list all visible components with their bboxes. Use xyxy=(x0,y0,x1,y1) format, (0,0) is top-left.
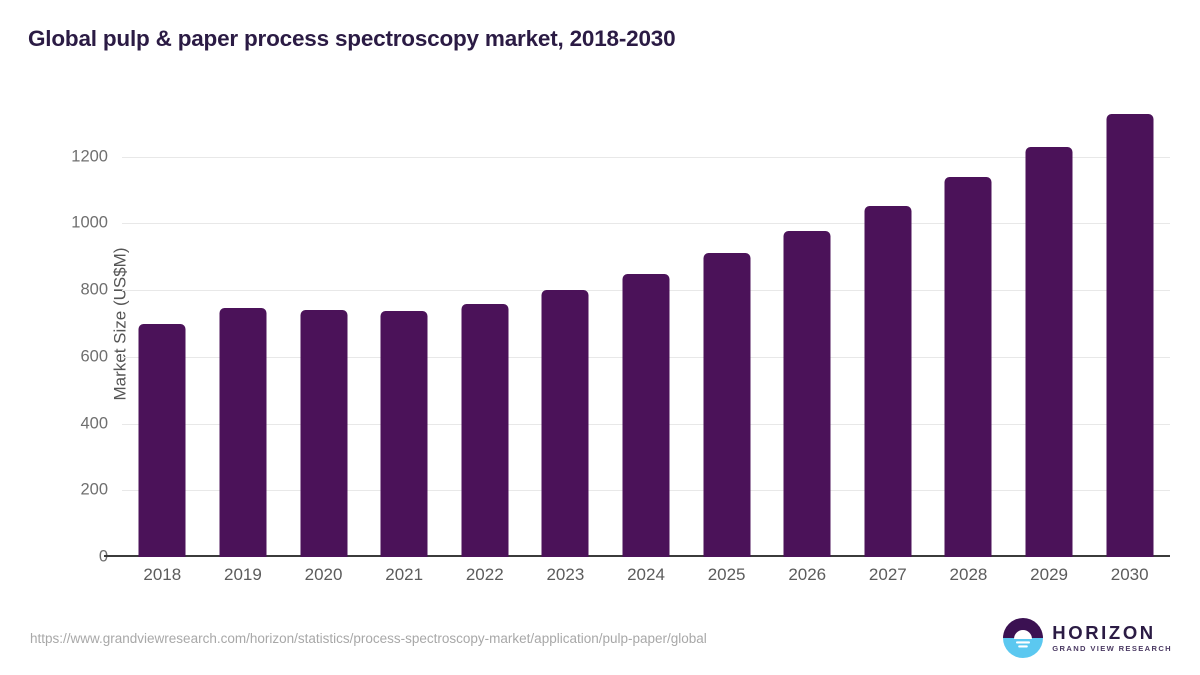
horizon-logo: HORIZON GRAND VIEW RESEARCH xyxy=(1003,618,1172,658)
x-axis-tick-label: 2030 xyxy=(1110,565,1149,584)
bar-2029[interactable] xyxy=(1025,147,1073,557)
bar-2030[interactable] xyxy=(1106,114,1154,557)
bar-2027[interactable] xyxy=(864,205,912,557)
bar-series: 2018 2019 2020 2021 2022 2023 2024 2025 2026 2027… xyxy=(122,90,1170,584)
bar-group: 2027 xyxy=(848,90,929,584)
bar-group: 2025 xyxy=(686,90,767,584)
bar-2018[interactable] xyxy=(138,323,186,557)
bar-2021[interactable] xyxy=(380,310,428,557)
x-axis-tick-label: 2026 xyxy=(788,565,827,584)
bar-group: 2028 xyxy=(928,90,1009,584)
bar-2023[interactable] xyxy=(541,289,589,557)
x-axis-tick-label: 2020 xyxy=(304,565,343,584)
y-axis-tick-label: 1200 xyxy=(71,147,108,166)
x-axis-tick-label: 2019 xyxy=(224,565,262,584)
page-title: Global pulp & paper process spectroscopy… xyxy=(28,26,676,51)
bar-group: 2019 xyxy=(203,90,284,584)
source-url[interactable]: https://www.grandviewresearch.com/horizo… xyxy=(30,631,707,646)
bar-group: 2023 xyxy=(525,90,606,584)
y-axis-tick-label: 600 xyxy=(80,347,108,366)
bar-2020[interactable] xyxy=(300,309,348,557)
x-axis-tick-label: 2024 xyxy=(627,565,665,584)
logo-tagline: GRAND VIEW RESEARCH xyxy=(1052,644,1172,654)
y-axis-tick-label: 200 xyxy=(80,480,108,499)
bar-group: 2022 xyxy=(444,90,525,584)
plot-area: Market Size (US$M) 020040060080010001200… xyxy=(71,90,1170,584)
x-axis-tick-label: 2027 xyxy=(868,565,907,584)
x-axis-tick-label: 2023 xyxy=(546,565,585,584)
gridline xyxy=(122,223,1170,225)
bar-2028[interactable] xyxy=(944,177,992,557)
bar-group: 2020 xyxy=(283,90,364,584)
x-axis-tick-label: 2029 xyxy=(1030,565,1068,584)
bar-group: 2024 xyxy=(606,90,687,584)
bar-group: 2018 xyxy=(122,90,203,584)
y-axis-tick-label: 1000 xyxy=(71,213,108,232)
bar-2022[interactable] xyxy=(461,303,509,557)
bar-2024[interactable] xyxy=(622,273,670,557)
x-axis-tick-label: 2028 xyxy=(949,565,988,584)
bar-group: 2026 xyxy=(767,90,848,584)
x-axis-tick-label: 2018 xyxy=(143,565,182,584)
bar-2019[interactable] xyxy=(219,307,267,557)
horizon-logo-icon xyxy=(1003,618,1044,658)
x-axis-tick-label: 2022 xyxy=(465,565,504,584)
logo-wordmark: HORIZON xyxy=(1052,621,1156,643)
x-axis-tick-label: 2021 xyxy=(385,565,424,584)
x-axis-tick-label: 2025 xyxy=(707,565,746,584)
y-axis-tick-label: 800 xyxy=(80,280,108,299)
bar-2025[interactable] xyxy=(703,253,751,557)
bar-group: 2030 xyxy=(1089,90,1170,584)
bar-group: 2029 xyxy=(1009,90,1090,584)
bar-group: 2021 xyxy=(364,90,445,584)
y-axis-tick-label: 400 xyxy=(80,414,108,433)
y-axis-tick-label: 0 xyxy=(0,548,108,567)
bar-2026[interactable] xyxy=(783,230,831,557)
logo-text: HORIZON GRAND VIEW RESEARCH xyxy=(1052,621,1172,654)
gridline xyxy=(122,156,1170,158)
